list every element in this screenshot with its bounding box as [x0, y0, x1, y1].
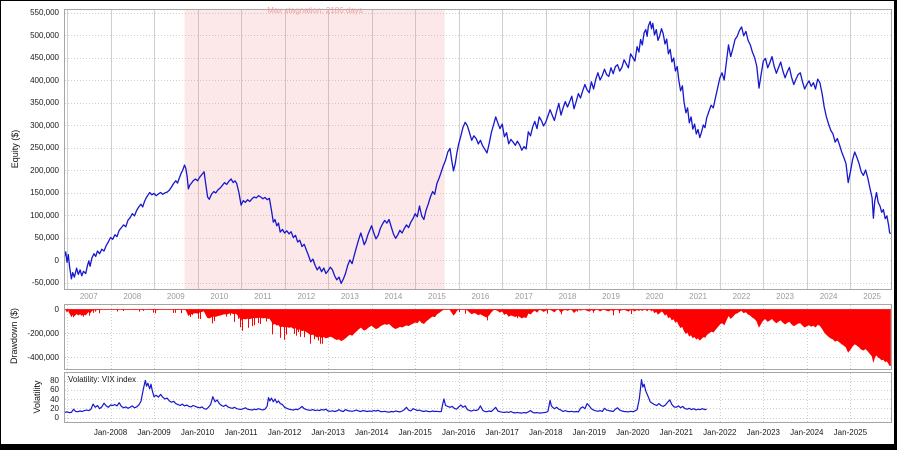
- equity-x-tick-label: 2024: [819, 292, 838, 301]
- equity-x-tick-label: 2021: [689, 292, 707, 301]
- volatility-y-tick-label: 0: [54, 413, 59, 422]
- volatility-x-tick-label: Jan-2016: [441, 428, 476, 437]
- volatility-x-tick-label: Jan-2014: [354, 428, 389, 437]
- volatility-x-tick-label: Jan-2009: [137, 428, 171, 437]
- volatility-x-tick-label: Jan-2015: [398, 428, 432, 437]
- equity-y-tick-label: 200,000: [30, 165, 59, 175]
- equity-line: [63, 20, 891, 285]
- equity-y-tick-label: 400,000: [30, 75, 59, 85]
- volatility-x-tick-label: Jan-2018: [529, 428, 563, 437]
- volatility-y-tick-label: 40: [50, 394, 59, 404]
- volatility-x-tick-label: Jan-2017: [485, 428, 519, 437]
- volatility-x-tick-label: Jan-2025: [833, 428, 868, 437]
- equity-x-tick-label: 2014: [384, 292, 403, 301]
- panel-border: [64, 372, 892, 423]
- equity-y-tick-label: -50,000: [31, 278, 59, 287]
- drawdown-y-tick-label: -400,000: [27, 352, 59, 362]
- volatility-x-tick-label: Jan-2020: [616, 428, 650, 437]
- equity-y-tick-label: 50,000: [34, 233, 59, 242]
- equity-y-tick-label: 500,000: [30, 30, 59, 40]
- volatility-x-tick-label: Jan-2013: [311, 428, 345, 437]
- equity-y-tick-label: 250,000: [30, 143, 59, 152]
- equity-x-tick-label: 2009: [166, 292, 185, 301]
- volatility-x-tick-label: Jan-2008: [93, 428, 128, 437]
- volatility-y-tick-label: 20: [50, 403, 59, 413]
- volatility-x-tick-label: Jan-2010: [180, 428, 215, 437]
- equity-x-tick-label: 2007: [79, 292, 98, 301]
- volatility-x-tick-label: Jan-2023: [746, 428, 780, 437]
- equity-y-tick-label: 300,000: [30, 120, 59, 130]
- equity-y-tick-label: 150,000: [30, 188, 59, 197]
- volatility-y-tick-label: 60: [50, 385, 59, 395]
- equity-x-tick-label: 2010: [210, 292, 229, 301]
- equity-y-tick-label: 550,000: [30, 8, 59, 17]
- volatility-y-tick-label: 80: [50, 376, 59, 385]
- drawdown-y-tick-label: 0: [54, 304, 59, 314]
- equity-y-tick-label: 350,000: [30, 98, 59, 107]
- vix-line: [64, 379, 707, 414]
- volatility-x-tick-label: Jan-2021: [659, 428, 693, 437]
- panel-border: [64, 9, 892, 290]
- equity-y-tick-label: 100,000: [30, 210, 59, 220]
- volatility-legend: Volatility: VIX index: [68, 375, 137, 384]
- equity-x-tick-label: 2016: [471, 292, 490, 301]
- equity-x-tick-label: 2017: [515, 292, 533, 301]
- equity-x-tick-label: 2025: [863, 292, 882, 301]
- volatility-x-tick-label: Jan-2024: [790, 428, 824, 437]
- equity-x-tick-label: 2011: [254, 292, 272, 301]
- equity-x-tick-label: 2015: [428, 292, 446, 301]
- stagnation-region: [184, 10, 445, 289]
- equity-x-tick-label: 2022: [732, 292, 751, 301]
- volatility-x-tick-label: Jan-2019: [572, 428, 606, 437]
- volatility-x-tick-label: Jan-2022: [703, 428, 737, 437]
- equity-x-tick-label: 2019: [602, 292, 620, 301]
- equity-y-tick-label: 0: [54, 255, 59, 265]
- equity-x-tick-label: 2018: [558, 292, 577, 301]
- equity-x-tick-label: 2012: [297, 292, 316, 301]
- equity-x-tick-label: 2020: [645, 292, 664, 301]
- panel-border: [64, 304, 892, 370]
- volatility-x-tick-label: Jan-2011: [224, 428, 258, 437]
- equity-x-tick-label: 2023: [776, 292, 794, 301]
- equity-x-tick-label: 2008: [123, 292, 142, 301]
- drawdown-y-tick-label: -200,000: [27, 328, 59, 338]
- max-stagnation-annotation: Max stagnation: 2186 days: [267, 6, 363, 15]
- equity-y-tick-label: 450,000: [30, 53, 59, 62]
- volatility-x-tick-label: Jan-2012: [267, 428, 302, 437]
- equity-x-tick-label: 2013: [340, 292, 359, 301]
- panel-background: [64, 372, 892, 423]
